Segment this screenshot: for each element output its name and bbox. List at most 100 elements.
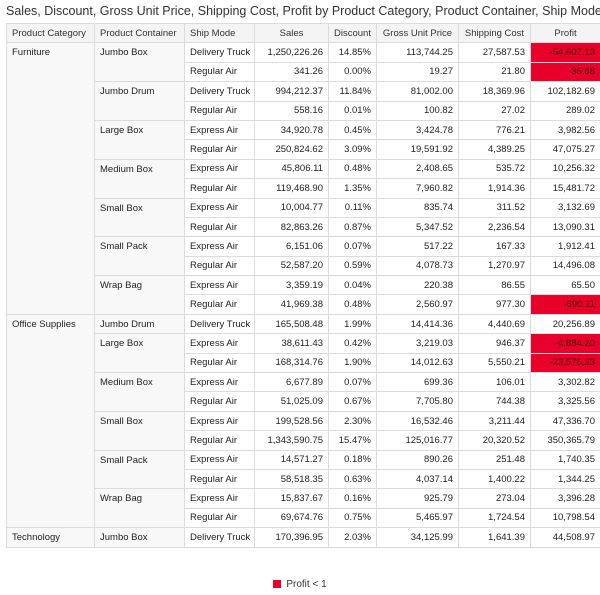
value-cell: 0.07%	[328, 372, 377, 393]
value-cell: 1,914.36	[458, 178, 531, 199]
table-row: Medium Box Express Air 6,677.89 0.07% 699.36…	[7, 372, 600, 412]
value-cell: 47,075.27	[530, 139, 600, 160]
ship-mode: Regular Air	[184, 139, 255, 160]
value-cell: 3,325.56	[530, 391, 600, 412]
value-cell: 558.16	[254, 100, 329, 121]
value-cell: 946.37	[458, 333, 531, 354]
legend-swatch	[273, 580, 282, 588]
value-cell: 0.59%	[328, 255, 377, 277]
value-cell: 14.85%	[328, 42, 377, 63]
value-cell: -23,576.33	[530, 352, 600, 374]
value-cell: 0.48%	[328, 158, 377, 180]
column-header: Product Container	[94, 23, 185, 44]
table-row: Small Pack Express Air 6,151.06 0.07% 517.22…	[7, 236, 600, 277]
value-cell: 167.33	[458, 236, 531, 257]
value-cell: 3,132.69	[530, 197, 600, 218]
table-row: Regular Air 58,518.35 0.63% 4,037.14 1,400.2…	[7, 468, 600, 490]
table-row: Wrap Bag Express Air 3,359.19 0.04% 220.38 86…	[7, 275, 600, 315]
value-cell: 19.27	[376, 61, 459, 83]
value-cell: 1,641.39	[458, 527, 531, 548]
value-cell: 6,677.89	[254, 372, 329, 393]
ship-mode: Regular Air	[184, 178, 255, 199]
ship-mode: Delivery Truck	[184, 81, 255, 102]
value-cell: 10,004.77	[254, 197, 329, 218]
value-cell: 58,518.35	[254, 468, 329, 490]
value-cell: 220.38	[376, 275, 459, 296]
pivot-table: Product Category Product Container Ship Mo…	[6, 23, 600, 548]
table-row: Medium Box Express Air 45,806.11 0.48% 2,408…	[7, 158, 600, 199]
value-cell: 273.04	[458, 488, 531, 509]
value-cell: -54,607.13	[530, 42, 600, 63]
value-cell: 1,740.35	[530, 449, 600, 470]
ship-mode: Regular Air	[184, 61, 255, 83]
value-cell: 16,532.46	[376, 410, 459, 432]
value-cell: 1,400.22	[458, 468, 531, 490]
value-cell: 125,016.77	[376, 430, 459, 451]
value-cell: 3,302.82	[530, 372, 600, 393]
value-cell: 15,837.67	[254, 488, 329, 509]
ship-mode: Express Air	[184, 449, 255, 470]
value-cell: 14,012.63	[376, 352, 459, 374]
ship-mode: Express Air	[184, 197, 255, 218]
value-cell: 34,920.78	[254, 119, 329, 141]
value-cell: 1.90%	[328, 352, 377, 374]
value-cell: 81,002.00	[376, 81, 459, 102]
value-cell: 15,481.72	[530, 178, 600, 199]
value-cell: 170,396.95	[254, 527, 329, 548]
table-row: Small Pack Express Air 14,571.27 0.18% 890.2…	[7, 449, 600, 490]
product-container: Large Box	[94, 119, 185, 160]
value-cell: 113,744.25	[376, 42, 459, 63]
value-cell: 776.21	[458, 119, 531, 141]
table-row: Technology Jumbo Box Delivery Truck 170,396…	[6, 527, 600, 548]
value-cell: 2,236.54	[458, 216, 531, 238]
value-cell: 341.26	[254, 61, 329, 83]
product-category: Technology	[6, 527, 95, 548]
value-cell: 168,314.76	[254, 352, 329, 374]
product-container: Jumbo Drum	[94, 81, 185, 121]
value-cell: 10,798.54	[530, 507, 600, 529]
column-header: Profit	[530, 23, 600, 44]
ship-mode: Express Air	[184, 372, 255, 393]
value-cell: 744.38	[458, 391, 531, 412]
value-cell: 251.48	[458, 449, 531, 470]
table-row: Regular Air 82,863.26 0.87% 5,347.52 2,236.5…	[7, 216, 600, 238]
value-cell: 14,571.27	[254, 449, 329, 470]
value-cell: 4,078.73	[376, 255, 459, 277]
column-header: Product Category	[6, 23, 95, 44]
ship-mode: Express Air	[184, 158, 255, 180]
value-cell: 119,468.90	[254, 178, 329, 199]
product-container: Small Pack	[94, 449, 185, 490]
value-cell: 51,025.09	[254, 391, 329, 412]
product-container: Small Box	[94, 197, 185, 238]
value-cell: 21.80	[458, 61, 531, 83]
table-row: Small Box Express Air 10,004.77 0.11% 835.74…	[7, 197, 600, 238]
value-cell: 2,408.65	[376, 158, 459, 180]
value-cell: 7,960.82	[376, 178, 459, 199]
value-cell: 14,496.08	[530, 255, 600, 277]
value-cell: 0.11%	[328, 197, 377, 218]
table-row: Regular Air 558.16 0.01% 100.82 27.02 289.02	[7, 100, 600, 121]
value-cell: 250,824.62	[254, 139, 329, 160]
value-cell: 27,587.53	[458, 42, 531, 63]
table-row: Small Box Express Air 199,528.56 2.30% 16,53…	[7, 410, 600, 451]
value-cell: 34,125.99	[376, 527, 459, 548]
value-cell: 0.67%	[328, 391, 377, 412]
value-cell: 0.07%	[328, 236, 377, 257]
table-row: Regular Air 119,468.90 1.35% 7,960.82 1,914.…	[7, 178, 600, 199]
value-cell: 13,090.31	[530, 216, 600, 238]
table-row: Large Box Express Air 38,611.43 0.42% 3,219.…	[7, 333, 600, 374]
value-cell: 0.00%	[328, 61, 377, 83]
legend: Profit < 1	[0, 579, 600, 590]
column-header: Ship Mode	[184, 23, 255, 44]
table-body: Furniture Jumbo Box Delivery Truck 1,250,22…	[6, 42, 600, 548]
value-cell: 69,674.76	[254, 507, 329, 529]
ship-mode: Regular Air	[184, 430, 255, 451]
value-cell: 6,151.06	[254, 236, 329, 257]
product-container: Medium Box	[94, 372, 185, 412]
value-cell: 977.30	[458, 294, 531, 315]
value-cell: 1,270.97	[458, 255, 531, 277]
value-cell: 0.63%	[328, 468, 377, 490]
ship-mode: Delivery Truck	[184, 527, 255, 548]
value-cell: -690.11	[530, 294, 600, 315]
value-cell: 18,369.96	[458, 81, 531, 102]
